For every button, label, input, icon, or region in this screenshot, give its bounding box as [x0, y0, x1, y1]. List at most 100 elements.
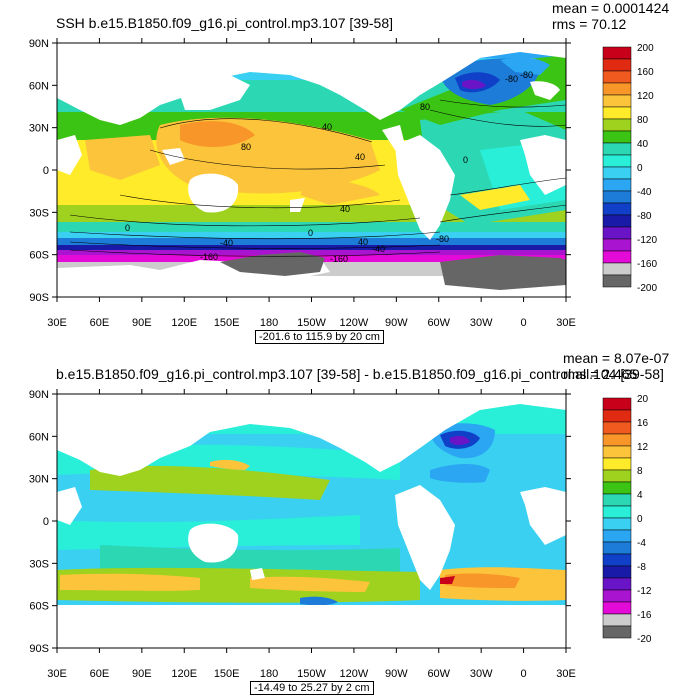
- colorbar-swatch: [602, 421, 632, 435]
- colorbar-label: -200: [637, 283, 657, 294]
- colorbar-swatch: [602, 190, 632, 204]
- panel1-mean: mean = 0.0001424: [552, 0, 670, 16]
- lon-label: 30E: [556, 668, 576, 680]
- lat-label: 60S: [29, 250, 49, 262]
- contour-label: 0: [463, 155, 468, 165]
- colorbar-label: 120: [637, 91, 654, 102]
- panel2-colorbar: 20 16 12 8 4 0 -4 -8 -12 -16 -20: [602, 394, 652, 645]
- colorbar-swatch: [602, 457, 632, 471]
- lon-label: 30E: [556, 317, 576, 329]
- lat-label: 60N: [29, 80, 49, 92]
- panel2-land: [57, 394, 566, 648]
- colorbar-swatch: [602, 94, 632, 108]
- colorbar-swatch: [602, 409, 632, 423]
- colorbar-label: 4: [637, 490, 643, 501]
- colorbar-swatch: [602, 613, 632, 627]
- contour-label: 40: [340, 204, 350, 214]
- colorbar-label: 80: [637, 115, 649, 126]
- colorbar-swatch: [602, 238, 632, 252]
- colorbar-swatch: [602, 529, 632, 543]
- colorbar-swatch: [602, 58, 632, 72]
- panel2-field: [57, 394, 566, 648]
- colorbar-swatch: [602, 397, 632, 411]
- colorbar-swatch: [602, 118, 632, 132]
- colorbar-swatch: [602, 226, 632, 240]
- lon-label: 30W: [470, 668, 493, 680]
- contour-label: 40: [355, 152, 365, 162]
- colorbar-swatch: [602, 601, 632, 615]
- colorbar-swatch: [602, 445, 632, 459]
- colorbar-swatch: [602, 541, 632, 555]
- colorbar-label: -16: [637, 610, 652, 621]
- colorbar-label: -12: [637, 586, 652, 597]
- lat-label: 30N: [29, 474, 49, 486]
- lon-label: 90W: [385, 668, 408, 680]
- lon-label: 180: [260, 668, 278, 680]
- lat-label: 90N: [29, 389, 49, 401]
- colorbar-label: 16: [637, 418, 649, 429]
- colorbar-swatch: [602, 565, 632, 579]
- colorbar-label: -120: [637, 235, 657, 246]
- contour-label: -80: [505, 74, 518, 84]
- contour-label: 40: [358, 237, 368, 247]
- panel2-rms: rms = 2.465: [563, 366, 638, 382]
- lon-label: 30E: [47, 668, 67, 680]
- contour-label: 80: [420, 102, 430, 112]
- colorbar-label: 8: [637, 466, 643, 477]
- lon-label: 150E: [214, 668, 240, 680]
- colorbar-swatch: [602, 553, 632, 567]
- colorbar-swatch: [602, 481, 632, 495]
- lat-label: 30S: [29, 207, 49, 219]
- panel1-rms: rms = 70.12: [552, 16, 627, 32]
- lon-label: 30E: [47, 317, 67, 329]
- colorbar-swatch: [602, 70, 632, 84]
- contour-label: -80: [436, 234, 449, 244]
- contour-label: 80: [241, 142, 251, 152]
- colorbar-swatch: [602, 505, 632, 519]
- colorbar-label: -8: [637, 562, 646, 573]
- contour-label: 0: [125, 223, 130, 233]
- contour-label: -40: [372, 244, 385, 254]
- colorbar-swatch: [602, 493, 632, 507]
- contour-label: -40: [220, 238, 233, 248]
- lat-label: 90N: [29, 38, 49, 50]
- lon-label: 150E: [214, 317, 240, 329]
- panel2-frame: [56, 393, 567, 649]
- colorbar-swatch: [602, 262, 632, 276]
- colorbar-swatch: [602, 46, 632, 60]
- lat-label: 60S: [29, 601, 49, 613]
- colorbar-swatch: [602, 577, 632, 591]
- colorbar-swatch: [602, 106, 632, 120]
- lon-label: 150W: [297, 317, 326, 329]
- colorbar-label: 200: [637, 43, 654, 54]
- colorbar-swatch: [602, 214, 632, 228]
- lon-label: 30W: [470, 317, 493, 329]
- lon-label: 90E: [132, 668, 152, 680]
- lon-label: 150W: [297, 668, 326, 680]
- colorbar-swatch: [602, 130, 632, 144]
- lat-label: 90S: [29, 292, 49, 304]
- colorbar-swatch: [602, 250, 632, 264]
- contour-label: -80: [520, 70, 533, 80]
- lat-label: 0: [43, 516, 49, 528]
- lon-label: 90W: [385, 317, 408, 329]
- panel2-title: b.e15.B1850.f09_g16.pi_control.mp3.107 […: [56, 366, 664, 382]
- lat-label: 30S: [29, 558, 49, 570]
- colorbar-label: -4: [637, 538, 646, 549]
- colorbar-swatch: [602, 625, 632, 639]
- colorbar-swatch: [602, 142, 632, 156]
- lon-label: 120W: [340, 668, 369, 680]
- panel2-axes: 90N 60N 30N 0 30S 60S 90S 30E 60E 90E 120E 150E 180 1…: [29, 389, 576, 680]
- contour-label: -160: [330, 254, 348, 264]
- colorbar-swatch: [602, 469, 632, 483]
- colorbar-label: -40: [637, 187, 652, 198]
- colorbar-label: 160: [637, 67, 654, 78]
- colorbar-swatch: [602, 178, 632, 192]
- lon-label: 0: [521, 317, 527, 329]
- colorbar-swatch: [602, 517, 632, 531]
- lon-label: 60E: [90, 317, 110, 329]
- contour-label: -160: [200, 252, 218, 262]
- colorbar-label: 40: [637, 139, 649, 150]
- panel1-map: 80 40 0 -40 -160 40 0 80 -80 40 0 -80 -1…: [29, 38, 657, 329]
- lon-label: 60W: [427, 317, 450, 329]
